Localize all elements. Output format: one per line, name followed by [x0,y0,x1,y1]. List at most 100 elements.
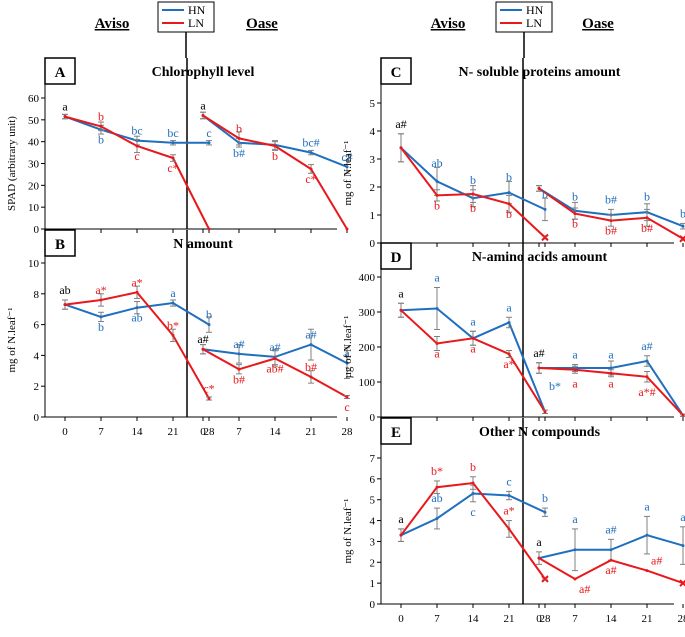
y-axis-label: mg of N.leaf⁻¹ [342,140,354,205]
y-tick-label: 400 [359,272,376,284]
significance-label: c [470,505,475,519]
panel-label: E [391,425,401,441]
end-marker [679,235,685,243]
header-oase-right: Oase [582,16,614,32]
panel-title: N-amino acids amount [472,250,608,265]
significance-label: b [98,109,104,123]
significance-label: b [206,308,212,322]
significance-label: a [200,98,206,112]
y-tick-label: 1 [370,578,376,590]
data-point [507,352,511,356]
panel-label: A [55,65,66,81]
data-point [135,144,139,148]
data-point [309,167,313,171]
data-point [273,144,277,148]
significance-label: bc [167,126,178,140]
data-point [345,361,349,365]
significance-label: a* [95,283,106,297]
y-tick-label: 20 [28,180,40,192]
x-tick-label: 14 [270,426,282,438]
data-point [201,347,205,351]
x-tick-label: 0 [62,426,68,438]
significance-label: a# [197,332,208,346]
significance-label: a [608,376,614,390]
data-point [309,151,313,155]
data-point [345,227,349,231]
data-point [171,141,175,145]
y-tick-label: 300 [359,307,376,319]
significance-label: b [470,201,476,215]
x-tick-label: 21 [168,426,179,438]
significance-label: a [434,347,440,361]
data-point [99,298,103,302]
y-tick-label: 4 [370,126,376,138]
significance-label: b [572,190,578,204]
data-point [135,306,139,310]
data-point [435,193,439,197]
y-tick-label: 2 [370,182,376,194]
panel-E: E Other N compounds 0 1 2 3 4 5 6 7 mg of N.leaf⁻¹… [342,417,685,625]
end-marker [541,575,549,583]
y-tick-label: 0 [34,412,40,424]
significance-label: b [272,149,278,163]
panel-title: N- soluble proteins amount [459,65,621,80]
x-tick-label: 21 [504,613,515,625]
significance-label: a* [503,504,514,518]
data-point [471,481,475,485]
y-tick-label: 4 [370,516,376,528]
y-tick-label: 30 [28,159,40,171]
significance-label: a [572,376,578,390]
significance-label: a# [605,563,616,577]
significance-label: b [236,121,242,135]
significance-label: b [470,460,476,474]
data-point [573,577,577,581]
data-point [573,212,577,216]
panel-A: A Chlorophyll level 0 10 20 30 40 50 60 SPAD (arb… [6,57,353,236]
legend-hn-label: HN [188,3,206,17]
significance-label: b [506,207,512,221]
significance-label: ab [431,156,442,170]
significance-label: c# [341,150,352,164]
data-point [207,397,211,401]
legend-left: HN LN [157,1,215,58]
end-marker [679,579,685,587]
data-point [435,516,439,520]
data-point [237,367,241,371]
data-point [645,216,649,220]
y-tick-label: 0 [34,224,40,236]
data-point [471,491,475,495]
significance-label: a [470,314,476,328]
significance-label: a# [395,117,406,131]
y-axis-label: SPAD (arbitrary unit) [6,116,18,211]
panel-label-box [380,57,412,85]
panel-B: B N amount 0 2 4 6 8 10 mg of N.leaf⁻¹ 0 0 7 7 14 14 21… [6,229,353,438]
data-point [399,533,403,537]
significance-label: b* [431,464,443,478]
data-point [681,413,685,417]
significance-label: b [470,173,476,187]
x-tick-label: 7 [434,613,440,625]
x-tick-label: 28 [540,613,552,625]
data-point [435,179,439,183]
data-point [543,410,547,414]
panel-label-box [44,57,76,85]
significance-label: a [398,286,404,300]
end-marker [541,233,549,242]
data-point [135,290,139,294]
data-point [537,556,541,560]
significance-label: a [608,348,614,362]
x-tick-label: 7 [236,426,242,438]
panel-title: Chlorophyll level [152,65,255,80]
significance-label: a [680,510,685,524]
x-tick-label: 21 [306,426,317,438]
data-point [435,485,439,489]
x-tick-label: 14 [606,613,618,625]
data-point [543,207,547,211]
data-point [63,115,67,119]
significance-label: a# [605,522,616,536]
panel-label-box [380,417,412,445]
significance-label: b# [605,224,617,238]
panel-C: C N- soluble proteins amount 0 1 2 3 4 5 mg of N… [342,57,685,250]
